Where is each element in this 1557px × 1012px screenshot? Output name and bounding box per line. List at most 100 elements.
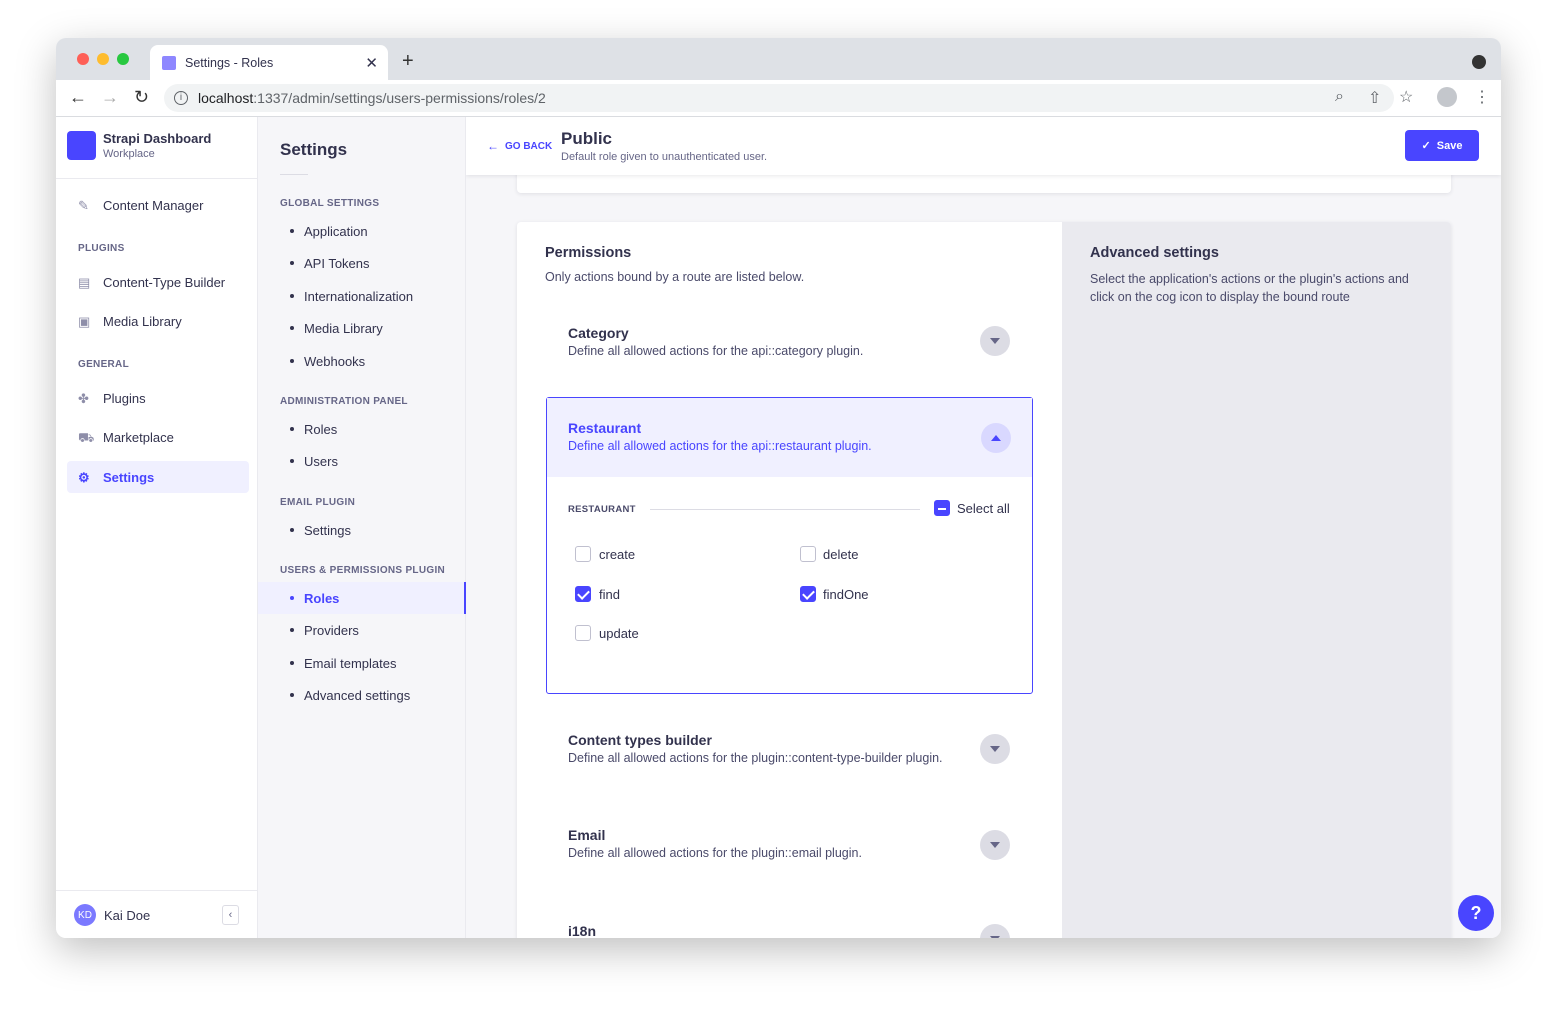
user-name: Kai Doe	[104, 907, 151, 923]
permissions-subtitle: Only actions bound by a route are listed…	[545, 270, 805, 284]
main-nav: Strapi Dashboard Workplace ✎ Content Mana…	[56, 117, 258, 938]
strapi-favicon-icon	[162, 55, 176, 70]
chevron-down-icon[interactable]	[980, 326, 1010, 356]
info-icon: i	[174, 91, 188, 105]
profile-avatar-icon[interactable]	[1437, 87, 1457, 107]
layout-icon: ▤	[78, 274, 91, 290]
accordion-title: Content types builder	[568, 732, 712, 748]
divider	[650, 509, 920, 510]
checkbox-update[interactable]	[575, 625, 591, 641]
checkbox-label: findOne	[823, 587, 869, 602]
checkbox-label: update	[599, 626, 639, 641]
close-window-button[interactable]	[77, 53, 89, 65]
chevron-down-icon[interactable]	[980, 924, 1010, 938]
browser-menu-icon[interactable]: ⋮	[1474, 89, 1490, 106]
check-icon: ✓	[1421, 140, 1431, 152]
section-label: GLOBAL SETTINGS	[280, 198, 380, 209]
zoom-icon[interactable]: ⌕	[1335, 88, 1344, 105]
submenu-item-email-settings[interactable]: Settings	[258, 514, 466, 546]
tab-title: Settings - Roles	[185, 55, 274, 70]
checkbox-find[interactable]	[575, 586, 591, 602]
submenu-item-application[interactable]: Application	[258, 215, 466, 247]
nav-settings[interactable]: ⚙ Settings	[67, 461, 249, 493]
chevron-up-icon[interactable]	[981, 423, 1011, 453]
collapse-nav-button[interactable]: ‹	[222, 905, 239, 925]
arrow-left-icon: ←	[487, 139, 499, 153]
brand-name: Strapi Dashboard	[103, 131, 212, 146]
submenu-item-internationalization[interactable]: Internationalization	[258, 280, 466, 312]
select-all-checkbox[interactable]	[934, 500, 950, 516]
address-bar-row: ← → ↻ i localhost:1337/admin/settings/us…	[56, 80, 1501, 117]
nav-label: Content-Type Builder	[103, 274, 226, 290]
accordion-desc: Define all allowed actions for the plugi…	[568, 846, 862, 860]
nav-content-manager[interactable]: ✎ Content Manager	[67, 189, 249, 221]
checkbox-delete[interactable]	[800, 546, 816, 562]
minimize-window-button[interactable]	[97, 53, 109, 65]
chevron-down-icon[interactable]	[980, 734, 1010, 764]
nav-content-type-builder[interactable]: ▤ Content-Type Builder	[67, 266, 249, 298]
nav-label: Settings	[103, 469, 155, 485]
accordion-header[interactable]: Restaurant Define all allowed actions for…	[547, 398, 1032, 477]
accordion-email[interactable]: Email Define all allowed actions for the …	[546, 805, 1032, 885]
checkbox-label: create	[599, 547, 636, 562]
nav-label: Plugins	[103, 390, 146, 406]
select-all-label: Select all	[957, 501, 1010, 516]
profile-menu-icon[interactable]	[1472, 55, 1486, 69]
reload-icon[interactable]: ↻	[134, 87, 150, 107]
maximize-window-button[interactable]	[117, 53, 129, 65]
accordion-category[interactable]: Category Define all allowed actions for t…	[546, 302, 1032, 382]
nav-label: Content Manager	[103, 197, 204, 213]
tab-bar: Settings - Roles ✕ +	[56, 38, 1501, 80]
submenu-item-webhooks[interactable]: Webhooks	[258, 345, 466, 377]
submenu-item-media-library[interactable]: Media Library	[258, 312, 466, 344]
checkbox-findone[interactable]	[800, 586, 816, 602]
section-label: GENERAL	[78, 359, 129, 370]
go-back-link[interactable]: ← GO BACK	[487, 139, 552, 153]
nav-media-library[interactable]: ▣ Media Library	[67, 305, 249, 337]
checkbox-label: find	[599, 587, 620, 602]
go-back-label: GO BACK	[505, 140, 553, 152]
share-icon[interactable]: ⇧	[1368, 90, 1382, 107]
nav-plugins[interactable]: ✤ Plugins	[67, 382, 249, 414]
accordion-content-types-builder[interactable]: Content types builder Define all allowed …	[546, 710, 1032, 790]
checkbox-label: delete	[823, 547, 859, 562]
gear-icon: ⚙	[78, 469, 90, 485]
submenu-item-users[interactable]: Users	[258, 445, 466, 477]
advanced-title: Advanced settings	[1090, 245, 1219, 261]
submenu-item-api-tokens[interactable]: API Tokens	[258, 247, 466, 279]
settings-submenu: Settings GLOBAL SETTINGS Application API…	[258, 117, 466, 938]
page-header: ← GO BACK Public Default role given to un…	[466, 117, 1501, 175]
new-tab-icon[interactable]: +	[402, 50, 414, 72]
advanced-text: Select the application's actions or the …	[1090, 272, 1409, 304]
submenu-item-email-templates[interactable]: Email templates	[258, 647, 466, 679]
save-button[interactable]: ✓ Save	[1405, 130, 1479, 161]
nav-label: Media Library	[103, 313, 182, 329]
chevron-down-icon[interactable]	[980, 830, 1010, 860]
group-label: RESTAURANT	[568, 504, 636, 515]
user-menu[interactable]: KD Kai Doe	[74, 904, 150, 926]
submenu-item-providers[interactable]: Providers	[258, 614, 466, 646]
bookmark-star-icon[interactable]: ☆	[1399, 89, 1414, 106]
help-button[interactable]: ?	[1458, 895, 1494, 931]
browser-tab[interactable]: Settings - Roles ✕	[150, 45, 388, 80]
url-input[interactable]: i localhost:1337/admin/settings/users-pe…	[164, 84, 1394, 112]
submenu-item-admin-roles[interactable]: Roles	[258, 413, 466, 445]
nav-label: Marketplace	[103, 429, 174, 445]
page-subtitle: Default role given to unauthenticated us…	[561, 151, 768, 163]
back-icon[interactable]: ←	[69, 87, 87, 107]
submenu-item-advanced-settings[interactable]: Advanced settings	[258, 679, 466, 711]
divider	[56, 178, 257, 179]
accordion-title: Email	[568, 827, 606, 843]
submenu-item-up-roles[interactable]: Roles	[258, 582, 466, 614]
main-content: ← GO BACK Public Default role given to un…	[466, 117, 1501, 938]
accordion-restaurant: Restaurant Define all allowed actions for…	[546, 397, 1033, 694]
accordion-title: i18n	[568, 923, 597, 938]
checkbox-create[interactable]	[575, 546, 591, 562]
forward-icon[interactable]: →	[101, 87, 119, 107]
accordion-desc: Define all allowed actions for the api::…	[568, 439, 872, 453]
accordion-i18n[interactable]: i18n	[546, 902, 1032, 938]
close-tab-icon[interactable]: ✕	[365, 54, 378, 72]
accordion-desc: Define all allowed actions for the api::…	[568, 344, 864, 358]
nav-marketplace[interactable]: ⛟ Marketplace	[67, 421, 249, 453]
submenu-title: Settings	[280, 140, 348, 159]
